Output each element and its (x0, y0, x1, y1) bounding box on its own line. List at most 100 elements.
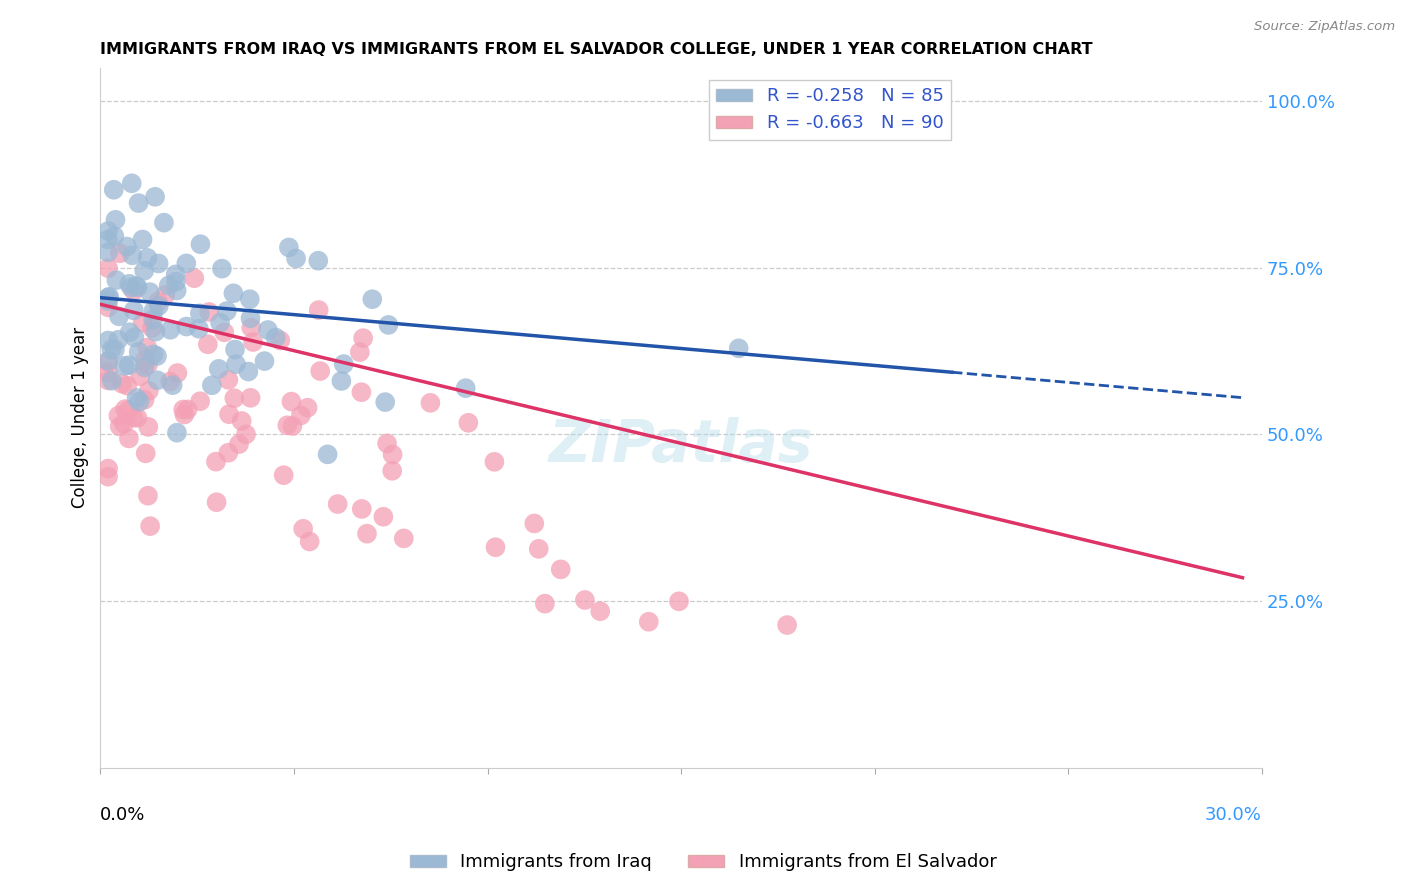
Point (235, 427, 257, 442)
Point (298, 534, 321, 549)
Point (134, 264, 156, 278)
Point (159, 375, 181, 389)
Point (97, 374, 120, 388)
Point (217, 373, 239, 387)
Point (127, 410, 149, 425)
Text: 30.0%: 30.0% (1205, 806, 1263, 824)
Point (117, 378, 139, 392)
Point (231, 414, 253, 428)
Legend: R = -0.258   N = 85, R = -0.663   N = 90: R = -0.258 N = 85, R = -0.663 N = 90 (709, 80, 950, 140)
Point (273, 468, 295, 483)
Point (103, 183, 125, 197)
Point (97, 291, 120, 305)
Point (183, 271, 205, 285)
Point (118, 403, 141, 417)
Point (668, 594, 690, 608)
Point (136, 341, 159, 355)
Point (205, 455, 228, 469)
Point (290, 409, 312, 423)
Point (122, 410, 145, 425)
Point (373, 509, 395, 524)
Point (142, 347, 165, 361)
Point (253, 354, 276, 368)
Point (122, 303, 145, 318)
Point (112, 417, 135, 431)
Point (188, 394, 211, 409)
Point (111, 376, 134, 391)
Point (142, 304, 165, 318)
Point (224, 391, 246, 405)
Point (120, 280, 142, 294)
Point (637, 615, 659, 629)
Point (97, 245, 120, 260)
Point (166, 366, 188, 380)
Point (188, 306, 211, 320)
Point (209, 316, 232, 330)
Point (589, 604, 612, 618)
Text: IMMIGRANTS FROM IRAQ VS IMMIGRANTS FROM EL SALVADOR COLLEGE, UNDER 1 YEAR CORREL: IMMIGRANTS FROM IRAQ VS IMMIGRANTS FROM … (100, 42, 1092, 57)
Point (281, 419, 304, 434)
Point (326, 497, 349, 511)
Point (97, 224, 120, 238)
Point (381, 464, 404, 478)
Point (225, 357, 247, 371)
Text: 0.0%: 0.0% (100, 806, 146, 824)
Point (118, 432, 141, 446)
Point (214, 326, 236, 340)
Point (139, 519, 162, 533)
Point (98, 290, 121, 304)
Point (172, 402, 194, 417)
Point (176, 319, 198, 334)
Legend: Immigrants from Iraq, Immigrants from El Salvador: Immigrants from Iraq, Immigrants from El… (402, 847, 1004, 879)
Point (136, 489, 159, 503)
Point (97, 355, 120, 369)
Point (97, 461, 120, 475)
Point (97, 366, 120, 380)
Point (550, 562, 572, 576)
Point (215, 304, 238, 318)
Point (176, 402, 198, 417)
Point (131, 233, 153, 247)
Point (138, 384, 160, 398)
Point (176, 256, 198, 270)
Point (97, 469, 120, 483)
Point (141, 321, 163, 335)
Point (297, 401, 319, 415)
Y-axis label: College, Under 1 year: College, Under 1 year (72, 327, 89, 508)
Point (128, 394, 150, 409)
Point (143, 190, 166, 204)
Point (309, 364, 332, 378)
Point (97, 261, 120, 276)
Point (484, 540, 506, 554)
Point (166, 425, 188, 440)
Text: Source: ZipAtlas.com: Source: ZipAtlas.com (1254, 20, 1395, 33)
Point (228, 437, 250, 451)
Point (238, 365, 260, 379)
Point (135, 446, 157, 460)
Point (107, 333, 129, 347)
Point (361, 292, 384, 306)
Point (356, 526, 378, 541)
Point (419, 396, 441, 410)
Point (190, 237, 212, 252)
Point (125, 391, 148, 405)
Point (104, 212, 127, 227)
Point (165, 268, 187, 282)
Point (727, 342, 749, 356)
Point (100, 343, 122, 357)
Point (122, 284, 145, 298)
Point (97, 293, 120, 308)
Point (330, 374, 353, 388)
Point (187, 322, 209, 336)
Point (124, 330, 146, 344)
Point (105, 273, 128, 287)
Point (118, 358, 141, 372)
Point (166, 284, 188, 298)
Point (145, 325, 167, 339)
Point (224, 343, 246, 357)
Point (352, 331, 374, 345)
Point (197, 337, 219, 351)
Point (534, 597, 557, 611)
Point (114, 402, 136, 417)
Point (155, 288, 177, 302)
